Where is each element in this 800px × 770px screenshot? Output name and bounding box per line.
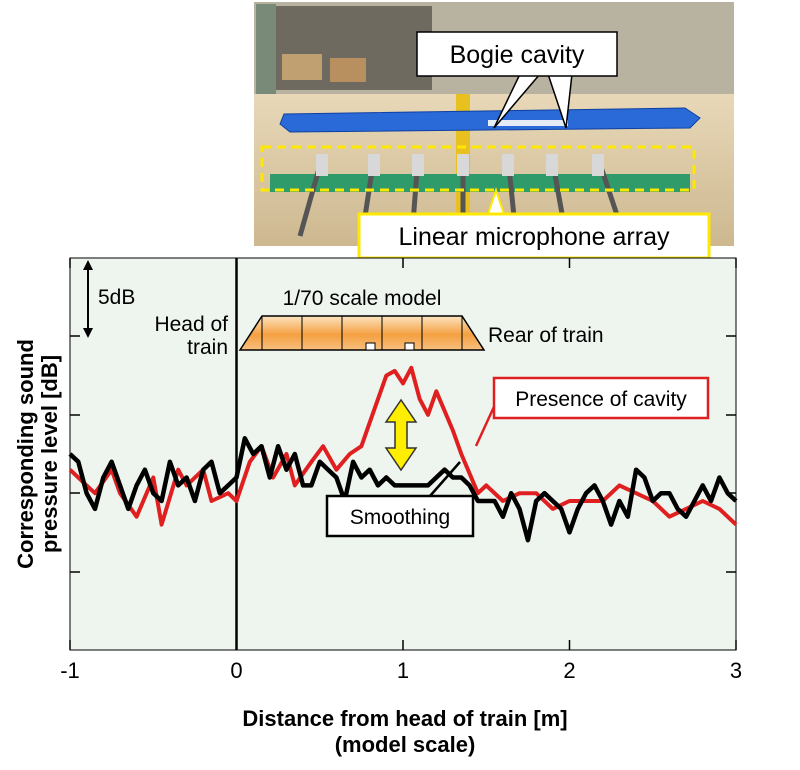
head-of-train-label-line1: Head of	[154, 313, 228, 336]
photo-array-dashed-box	[260, 145, 696, 192]
x-tick-label: 2	[563, 658, 575, 683]
chart: -1 0 1 2 3 5dB 1/70 scale model Head of trai…	[13, 257, 742, 757]
bogie-cavity-label: Bogie cavity	[450, 41, 585, 69]
array-callout-box	[357, 212, 711, 260]
difference-arrow	[384, 398, 418, 472]
train-bogie-1	[365, 342, 376, 351]
y-ticks	[70, 335, 736, 573]
scale-bar-label: 5dB	[98, 286, 135, 309]
x-ticks: -1 0 1 2 3	[60, 258, 742, 683]
y-axis-title-line1: Corresponding sound	[13, 339, 38, 569]
photo-person	[256, 4, 276, 94]
experiment-photo: Bogie cavity Linear microphone array	[254, 2, 734, 260]
y-axis-title-line2: pressure level [dB]	[37, 355, 62, 553]
scale-bar-5db	[83, 260, 93, 338]
bogie-callout-box	[416, 31, 618, 77]
head-of-train-label-line2: train	[187, 336, 228, 359]
x-tick-label: 1	[397, 658, 409, 683]
smoothing-label-box	[325, 494, 475, 538]
photo-shelf-box	[282, 54, 322, 80]
x-tick-label: -1	[60, 658, 80, 683]
x-tick-label: 0	[230, 658, 242, 683]
presence-of-cavity-label: Presence of cavity	[515, 388, 687, 411]
series-presence-of-cavity	[68, 365, 738, 527]
linear-microphone-array-label: Linear microphone array	[399, 223, 670, 251]
train-model-schematic	[238, 315, 486, 351]
smoothing-label: Smoothing	[350, 506, 450, 529]
x-axis-title-line2: (model scale)	[335, 732, 476, 757]
photo-shelf-box-2	[330, 58, 366, 82]
photo-bogie-cavity	[488, 120, 568, 126]
cavity-label-box	[492, 376, 710, 420]
model-scale-label: 1/70 scale model	[283, 287, 442, 310]
bogie-callout-pointer	[493, 73, 573, 129]
x-axis-title-line1: Distance from head of train [m]	[242, 706, 567, 731]
photo-mic-heads	[316, 154, 604, 176]
x-tick-label: 3	[730, 658, 742, 683]
photo-green-board	[270, 174, 690, 192]
series-smoothing	[68, 436, 738, 543]
rear-of-train-label: Rear of train	[488, 324, 604, 347]
smoothing-label-leader	[429, 461, 461, 497]
train-bogie-2	[404, 342, 415, 351]
